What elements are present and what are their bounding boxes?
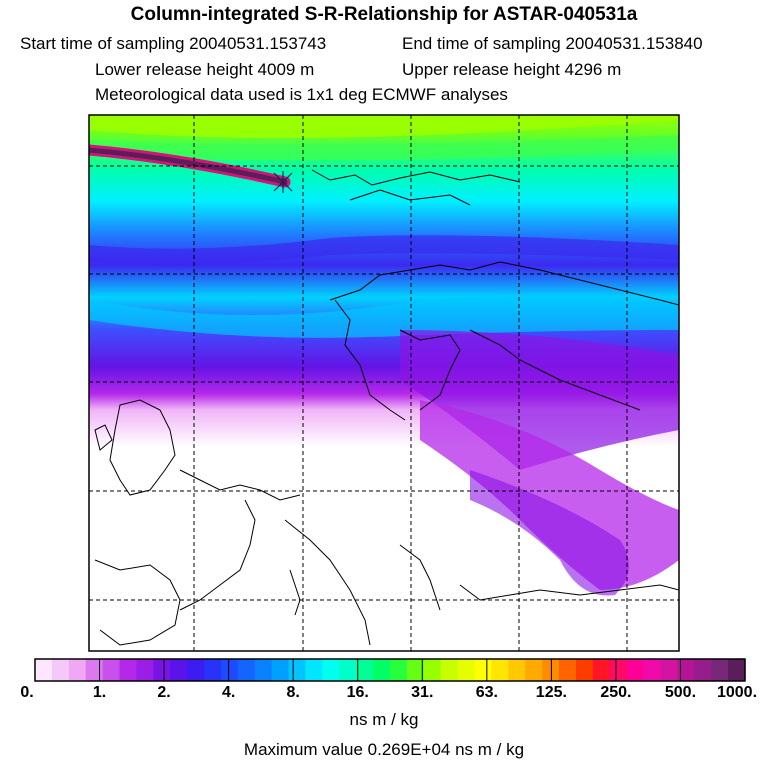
colorbar-units: ns m / kg bbox=[349, 710, 419, 729]
colorbar-cell bbox=[677, 659, 695, 681]
colorbar-cell bbox=[35, 659, 53, 681]
colorbar-tick-label: 4. bbox=[221, 684, 236, 701]
colorbar-cell bbox=[322, 659, 340, 681]
lower-height-label: Lower release height 4009 m bbox=[95, 60, 315, 79]
colorbar-cell bbox=[423, 659, 442, 681]
colorbar-cell bbox=[626, 659, 645, 681]
met-data-label: Meteorological data used is 1x1 deg ECMW… bbox=[95, 85, 508, 104]
colorbar-cell bbox=[575, 659, 594, 681]
colorbar-tick-label: 63. bbox=[475, 684, 498, 701]
colorbar-cell bbox=[305, 659, 323, 681]
colorbar-frame bbox=[34, 658, 746, 682]
colorbar-cell bbox=[170, 659, 188, 681]
colorbar-tick-label: 125. bbox=[535, 684, 567, 701]
colorbar-tick-label: 1. bbox=[92, 684, 107, 701]
colorbar-cell bbox=[356, 659, 374, 681]
colorbar-tick-label: 500. bbox=[664, 684, 697, 701]
colorbar-cell bbox=[220, 659, 239, 681]
colorbar-cell bbox=[643, 659, 662, 681]
colorbar-cell bbox=[440, 659, 459, 681]
colorbar-cell bbox=[491, 659, 509, 681]
colorbar-cell bbox=[508, 659, 526, 681]
colorbar-cell bbox=[525, 659, 543, 681]
end-time-label: End time of sampling 20040531.153840 bbox=[402, 34, 703, 53]
colorbar-cell bbox=[271, 659, 290, 681]
colorbar-cell bbox=[187, 659, 205, 681]
colorbar-cell bbox=[119, 659, 138, 681]
graticule bbox=[89, 115, 679, 651]
max-value-label: Maximum value 0.269E+04 ns m / kg bbox=[243, 740, 525, 759]
colorbar-cell bbox=[136, 659, 154, 681]
colorbar-cell bbox=[694, 659, 712, 681]
field-layer bbox=[89, 115, 679, 651]
colorbar-tick-label: 250. bbox=[600, 684, 632, 701]
colorbar-tick-label: 0. bbox=[20, 684, 34, 701]
colorbar-cell bbox=[102, 659, 121, 681]
release-site-marker bbox=[273, 171, 293, 193]
upper-height-label: Upper release height 4296 m bbox=[402, 60, 622, 79]
plot-title: Column-integrated S-R-Relationship for A… bbox=[130, 4, 638, 25]
colorbar-cell bbox=[68, 659, 87, 681]
colorbar-tick-label: 16. bbox=[346, 684, 369, 701]
colorbar-cell bbox=[390, 659, 408, 681]
colorbar-cell bbox=[609, 659, 628, 681]
colorbar-tick-label: 1000. bbox=[716, 684, 758, 701]
colorbar-cell bbox=[153, 659, 171, 681]
colorbar-tick-label: 31. bbox=[411, 684, 434, 701]
colorbar-cell bbox=[85, 659, 104, 681]
colorbar-tick-label: 2. bbox=[157, 684, 171, 701]
colorbar-cell bbox=[373, 659, 391, 681]
colorbar-cell bbox=[204, 659, 222, 681]
colorbar-cell bbox=[457, 659, 476, 681]
colorbar-cell bbox=[254, 659, 273, 681]
start-time-label: Start time of sampling 20040531.153743 bbox=[20, 34, 327, 53]
colorbar-cell bbox=[728, 659, 746, 681]
colorbar-cell bbox=[711, 659, 729, 681]
colorbar-cell bbox=[237, 659, 256, 681]
colorbar-cell bbox=[559, 659, 577, 681]
colorbar-cell bbox=[660, 659, 678, 681]
colorbar-tick-label: 8. bbox=[286, 684, 300, 701]
colorbar-cell bbox=[288, 659, 307, 681]
colorbar-cell bbox=[474, 659, 493, 681]
colorbar-cell bbox=[339, 659, 357, 681]
colorbar-cell bbox=[406, 659, 425, 681]
map-frame bbox=[88, 114, 680, 652]
colorbar-cell bbox=[51, 659, 70, 681]
colorbar-cell bbox=[592, 659, 611, 681]
